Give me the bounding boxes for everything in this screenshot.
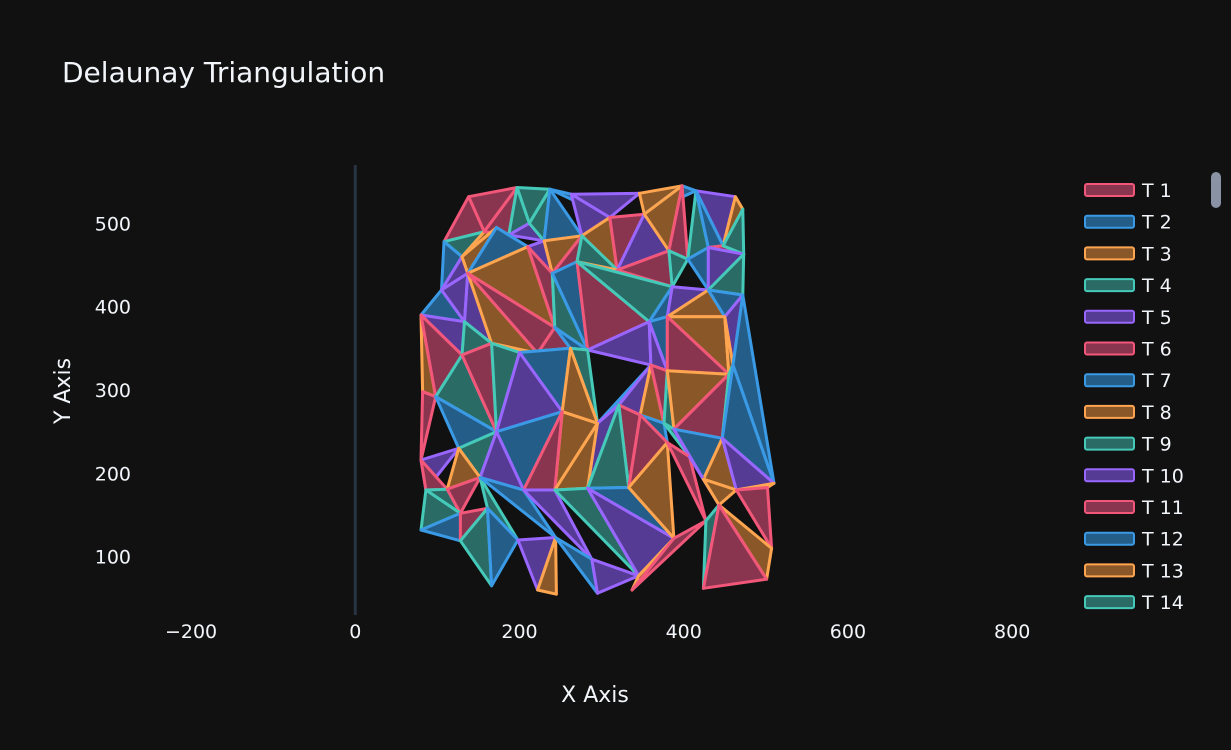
legend-swatch [1084,563,1135,578]
x-tick-label: 200 [501,621,537,643]
legend-label: T 11 [1141,497,1184,519]
y-tick-label: 400 [95,297,131,319]
x-tick-label: −200 [165,621,217,643]
triangle-130 [536,536,558,596]
legend-swatch [1084,246,1135,261]
legend-swatch [1084,500,1135,514]
triangle-73 [419,390,438,462]
x-axis-ticks: −200 0 200 400 600 800 [165,621,1030,643]
triangle-137 [701,503,769,590]
triangle-128 [486,506,520,588]
triangle-122 [701,477,738,507]
y-tick-label: 100 [95,547,131,569]
x-axis-title: X Axis [561,683,629,708]
y-tick-label: 200 [95,463,131,485]
legend-item[interactable]: T 2 [1084,212,1172,234]
legend-scrollbar[interactable] [1211,172,1221,208]
triangle-119 [627,441,676,540]
legend-swatch [1084,468,1135,483]
chart-title: Delaunay Triangulation [62,56,385,89]
legend-swatch [1084,309,1135,324]
legend-swatch [1084,404,1135,419]
triangle-123 [734,486,774,550]
legend-label: T 1 [1141,180,1172,202]
legend-swatch [1084,595,1135,610]
legend-swatch [1084,436,1135,451]
legend[interactable]: T 1 T 2 T 3 T 4 T 5 T 6 T 7 T 8 T 9 T 10 T 11 T 12 T… [1084,180,1184,614]
legend-item[interactable]: T 12 [1084,529,1184,551]
legend-swatch [1084,531,1135,546]
x-tick-label: 0 [349,621,361,643]
legend-item[interactable]: T 9 [1084,434,1172,456]
legend-swatch [1084,341,1135,356]
triangle-115 [522,488,594,561]
legend-label: T 14 [1141,592,1184,614]
triangle-131 [554,536,599,595]
legend-swatch [1084,278,1135,293]
legend-item[interactable]: T 14 [1084,592,1184,614]
triangle-114 [478,476,558,539]
legend-item[interactable]: T 13 [1084,560,1184,582]
legend-label: T 9 [1141,434,1172,456]
x-tick-label: 800 [994,621,1030,643]
triangulation-mesh [419,184,776,596]
legend-item[interactable]: T 1 [1084,180,1172,202]
legend-label: T 5 [1141,307,1172,329]
triangle-132 [590,557,641,595]
legend-item[interactable]: T 10 [1084,465,1184,487]
legend-swatch [1084,373,1135,388]
legend-item[interactable]: T 3 [1084,243,1172,265]
x-tick-label: 600 [830,621,866,643]
legend-label: T 4 [1141,275,1172,297]
legend-item[interactable]: T 11 [1084,497,1184,519]
legend-label: T 6 [1141,339,1172,361]
legend-item[interactable]: T 7 [1084,370,1172,392]
y-tick-label: 500 [95,213,131,235]
legend-label: T 7 [1141,370,1172,392]
legend-label: T 12 [1141,529,1184,551]
legend-label: T 10 [1141,465,1184,487]
legend-item[interactable]: T 8 [1084,402,1172,424]
x-tick-label: 400 [666,621,702,643]
legend-item[interactable]: T 6 [1084,339,1172,361]
legend-label: T 3 [1141,243,1172,265]
y-axis-title: Y Axis [51,358,76,425]
legend-label: T 13 [1141,560,1184,582]
legend-item[interactable]: T 4 [1084,275,1172,297]
legend-label: T 2 [1141,212,1172,234]
triangle-27 [721,207,746,256]
triangle-120 [665,441,708,523]
triangle-38 [667,249,690,289]
legend-label: T 8 [1141,402,1172,424]
y-tick-label: 300 [95,380,131,402]
legend-swatch [1084,183,1135,197]
y-axis-ticks: 100 200 300 400 500 [95,213,131,568]
legend-item[interactable]: T 5 [1084,307,1172,329]
legend-swatch [1084,214,1135,229]
triangle-134 [630,519,708,592]
triangle-112 [445,476,482,515]
